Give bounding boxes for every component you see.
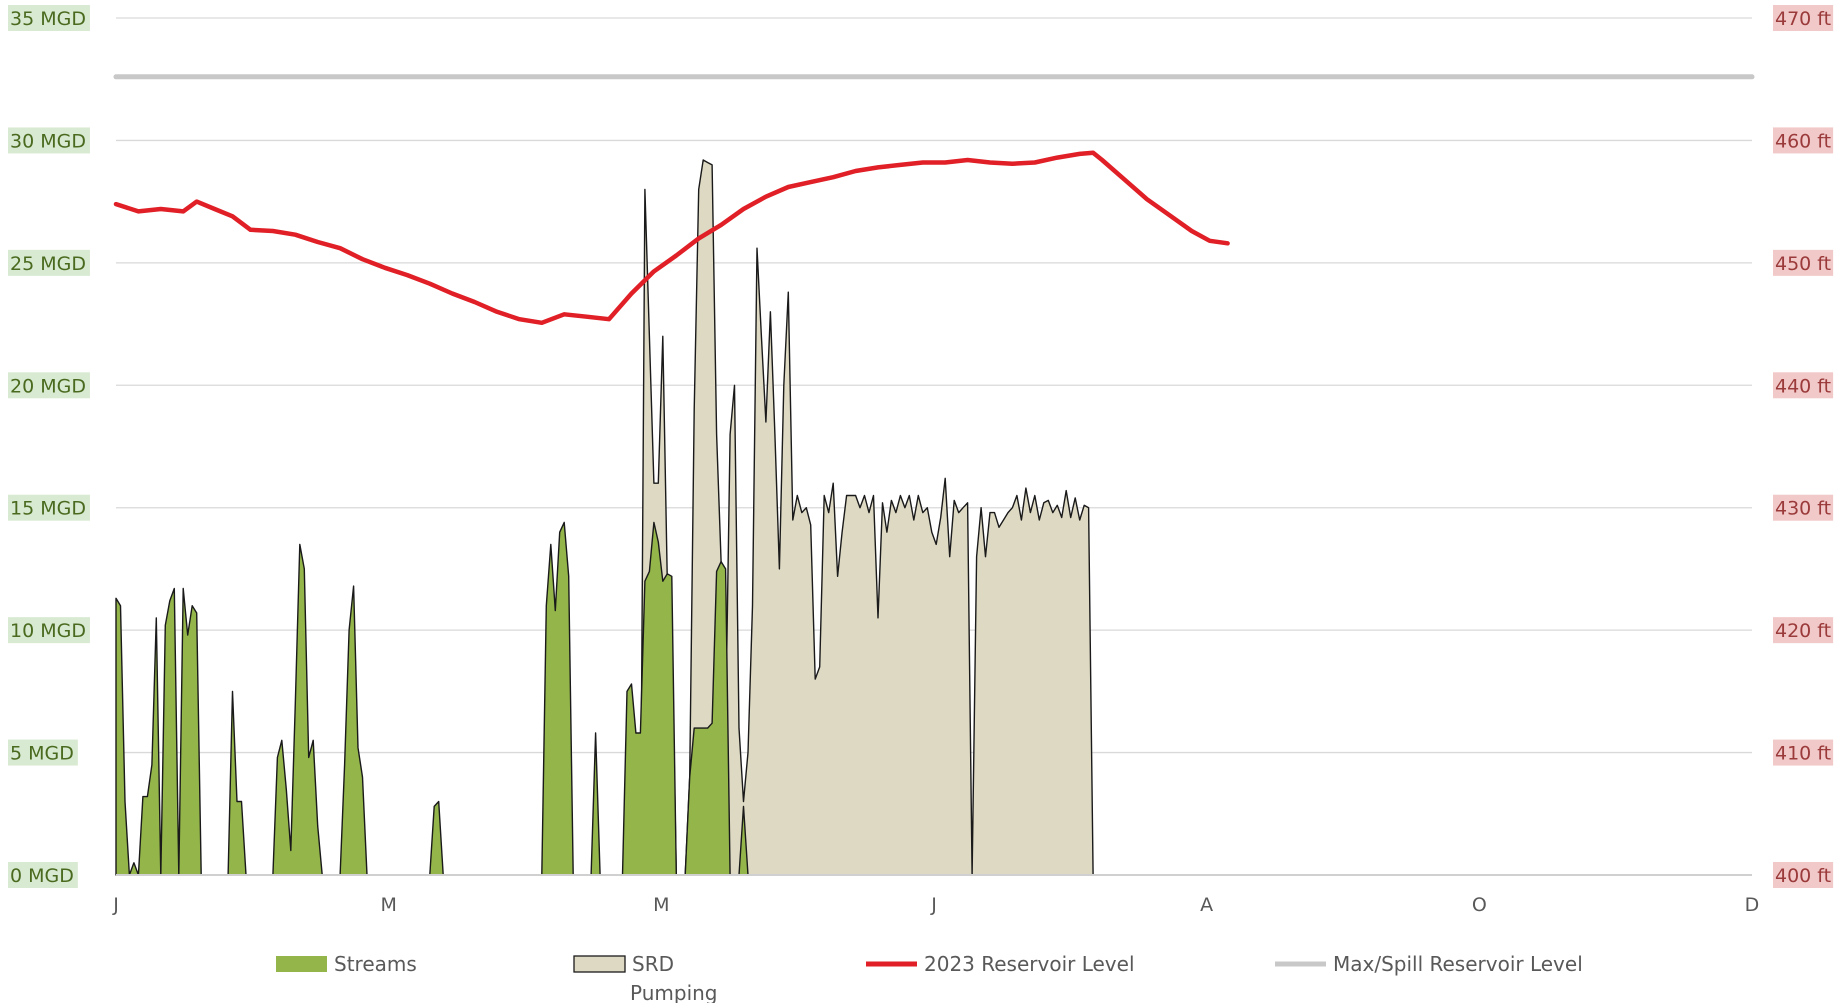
left-tick-label: 0 MGD [10, 865, 74, 887]
left-tick-bg [8, 617, 90, 644]
reservoir-level-line [113, 150, 1230, 326]
left-tick-bg [8, 739, 78, 766]
right-tick-label: 440 ft [1775, 375, 1831, 397]
x-tick-label: O [1472, 894, 1487, 916]
legend-swatch-streams [276, 956, 327, 972]
legend-item-srd: SRD Pumping [573, 952, 718, 1003]
legend-item-reservoir: 2023 Reservoir Level [866, 952, 1135, 976]
left-tick-bg [8, 862, 78, 888]
x-tick-label: J [112, 894, 119, 916]
streams-area [115, 521, 749, 876]
right-tick-bg [1773, 494, 1834, 521]
right-tick-bg [1773, 862, 1834, 888]
right-tick-label: 410 ft [1775, 743, 1831, 765]
left-tick-bg [8, 249, 90, 276]
series-layer [113, 74, 1755, 876]
legend-label: 2023 Reservoir Level [924, 952, 1135, 976]
right-tick-label: 460 ft [1775, 130, 1831, 152]
right-tick-bg [1773, 249, 1834, 276]
legend: Streams SRD Pumping 2023 Reservoir Level Max… [276, 952, 1583, 1003]
left-tick-label: 25 MGD [10, 253, 86, 275]
right-tick-bg [1773, 739, 1834, 766]
right-tick-label: 420 ft [1775, 620, 1831, 642]
legend-swatch-srd [573, 955, 626, 973]
left-tick-label: 35 MGD [10, 8, 86, 30]
left-tick-bg [8, 494, 90, 521]
legend-item-spill: Max/Spill Reservoir Level [1275, 952, 1583, 976]
right-tick-label: 450 ft [1775, 253, 1831, 275]
legend-label-line2: Pumping [630, 981, 718, 1003]
right-axis-ticks: 400 ft 410 ft 420 ft 430 ft 440 ft 450 ft 460 … [1773, 5, 1834, 888]
left-axis-ticks: 0 MGD 5 MGD 10 MGD 15 MGD 20 MGD 25 MGD 30 MGD… [8, 5, 90, 888]
right-tick-label: 470 ft [1775, 8, 1831, 30]
left-tick-bg [8, 127, 90, 154]
right-tick-bg [1773, 617, 1834, 644]
left-tick-bg [8, 372, 90, 399]
left-tick-bg [8, 5, 90, 31]
srd-pumping-area [621, 159, 1099, 876]
x-tick-label: D [1745, 894, 1760, 916]
left-tick-label: 5 MGD [10, 743, 74, 765]
x-tick-label: M [380, 894, 396, 916]
legend-label: Max/Spill Reservoir Level [1333, 952, 1583, 976]
x-tick-label: A [1200, 894, 1213, 916]
right-tick-bg [1773, 127, 1834, 154]
legend-label: Streams [334, 952, 417, 976]
x-tick-label: M [653, 894, 669, 916]
left-tick-label: 20 MGD [10, 375, 86, 397]
legend-label: SRD [632, 952, 674, 976]
right-tick-label: 430 ft [1775, 498, 1831, 520]
left-tick-label: 10 MGD [10, 620, 86, 642]
left-tick-label: 30 MGD [10, 130, 86, 152]
legend-item-streams: Streams [276, 952, 417, 976]
grid-lines [116, 17, 1752, 754]
right-tick-bg [1773, 5, 1834, 31]
right-tick-bg [1773, 372, 1834, 399]
right-tick-label: 400 ft [1775, 865, 1831, 887]
x-tick-label: J [930, 894, 937, 916]
left-tick-label: 15 MGD [10, 498, 86, 520]
